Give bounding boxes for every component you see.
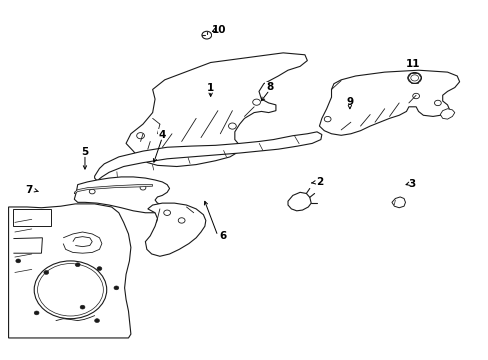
Circle shape: [114, 286, 119, 290]
Polygon shape: [9, 204, 131, 338]
Polygon shape: [391, 197, 405, 208]
Circle shape: [407, 72, 421, 83]
Text: 10: 10: [212, 26, 226, 35]
Polygon shape: [145, 203, 205, 256]
Circle shape: [97, 267, 102, 270]
Text: 4: 4: [158, 130, 165, 140]
Polygon shape: [287, 192, 310, 211]
Text: 11: 11: [405, 59, 419, 69]
Text: 3: 3: [408, 179, 415, 189]
Text: 9: 9: [346, 97, 353, 107]
Circle shape: [16, 259, 20, 263]
Circle shape: [44, 270, 49, 274]
Text: 7: 7: [26, 185, 33, 195]
Polygon shape: [63, 232, 102, 253]
Polygon shape: [319, 70, 459, 135]
Polygon shape: [73, 237, 92, 247]
Text: 5: 5: [81, 147, 88, 157]
Polygon shape: [95, 132, 321, 181]
Polygon shape: [74, 185, 152, 194]
Polygon shape: [13, 209, 51, 226]
Text: 8: 8: [265, 82, 273, 92]
Text: 6: 6: [219, 231, 226, 241]
Text: 2: 2: [315, 177, 323, 187]
Polygon shape: [13, 238, 42, 253]
Polygon shape: [74, 177, 169, 213]
Circle shape: [75, 263, 80, 267]
Polygon shape: [126, 53, 307, 167]
Circle shape: [95, 319, 99, 323]
Text: 1: 1: [206, 83, 214, 93]
Circle shape: [34, 311, 39, 315]
Circle shape: [80, 305, 85, 309]
Polygon shape: [439, 109, 454, 119]
